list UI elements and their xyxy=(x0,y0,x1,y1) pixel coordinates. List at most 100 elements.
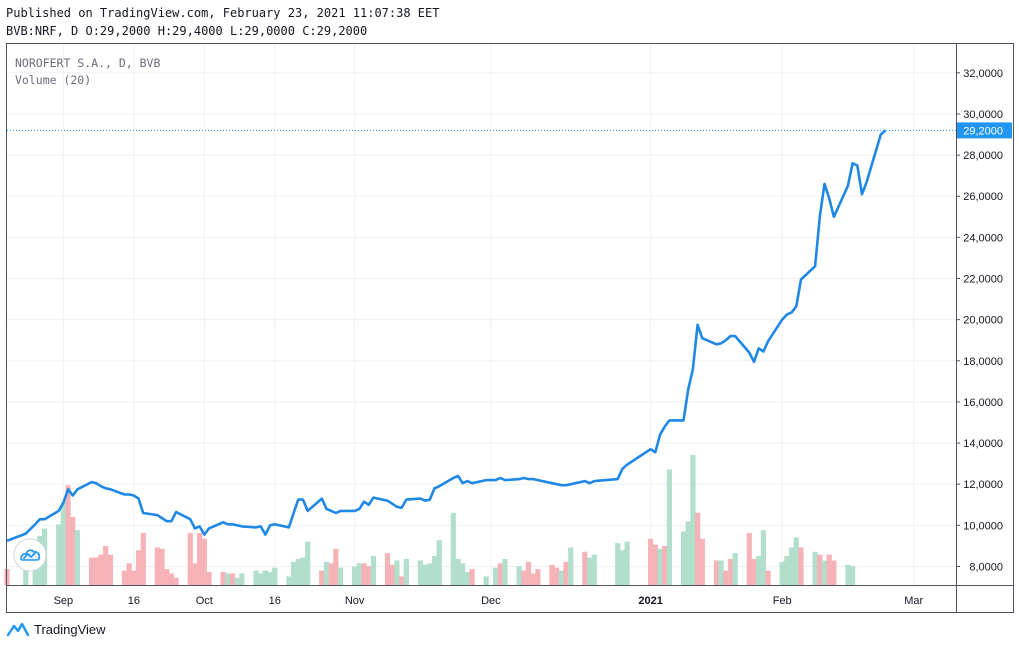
volume-bar xyxy=(88,557,95,585)
volume-bar xyxy=(60,502,66,585)
y-tick-label: 16,0000 xyxy=(963,397,1003,409)
y-tick-label: 28,0000 xyxy=(963,150,1003,162)
last-price-label-bg xyxy=(957,122,1012,139)
volume-bar xyxy=(192,563,198,585)
volume-bar xyxy=(568,547,574,585)
volume-bar xyxy=(154,547,160,585)
y-tick-label: 8,0000 xyxy=(969,561,1003,573)
volume-bar xyxy=(760,530,766,585)
volume-bar xyxy=(206,572,212,585)
volume-bar xyxy=(680,531,687,585)
volume-bar xyxy=(591,554,597,585)
volume-bar xyxy=(779,561,785,585)
volume-bar xyxy=(502,559,508,585)
volume-bar xyxy=(258,573,264,585)
volume-bar xyxy=(140,533,146,585)
volume-bar xyxy=(300,557,306,585)
volume-bar xyxy=(652,544,658,585)
volume-bar xyxy=(793,537,799,585)
volume-bar xyxy=(328,563,334,585)
volume-bar xyxy=(394,560,400,585)
volume-bar xyxy=(821,560,828,585)
x-tick-label: Mar xyxy=(904,595,923,607)
tradingview-brand[interactable]: TradingView xyxy=(6,621,106,637)
volume-bar xyxy=(399,576,405,585)
volume-bar xyxy=(70,517,76,585)
volume-bar xyxy=(713,560,720,585)
volume-bar xyxy=(220,572,226,585)
volume-bar xyxy=(492,567,499,585)
volume-bar xyxy=(756,556,762,585)
volume-bar xyxy=(685,521,691,585)
y-tick-label: 22,0000 xyxy=(963,274,1003,286)
volume-bar xyxy=(356,563,362,585)
x-tick-label: Dec xyxy=(481,595,501,607)
volume-bar xyxy=(173,577,179,585)
y-tick-label: 24,0000 xyxy=(963,232,1003,244)
volume-bar xyxy=(662,546,668,585)
volume-bar xyxy=(732,553,738,585)
volume-bar xyxy=(370,556,377,585)
volume-bar xyxy=(272,567,278,585)
price-axis: 8,0000 10,0000 12,0000 14,0000 16,0000 18,000… xyxy=(956,68,1003,573)
volume-bar xyxy=(159,548,165,585)
volume-bar xyxy=(826,554,832,585)
volume-bar xyxy=(558,570,564,585)
volume-bar xyxy=(164,569,170,585)
volume-bar xyxy=(290,561,297,585)
volume-bar xyxy=(337,567,344,585)
volume-bar xyxy=(812,551,818,585)
volume-bar xyxy=(121,570,128,585)
volume-bar xyxy=(497,563,503,585)
volume-bar xyxy=(131,570,137,585)
volume-bar xyxy=(295,559,301,585)
volume-bar xyxy=(319,570,325,585)
volume-bar xyxy=(699,538,705,585)
volume-bar xyxy=(305,541,311,585)
volume-bar xyxy=(450,512,456,585)
volume-bar xyxy=(530,573,536,585)
outer-frame xyxy=(6,43,1014,613)
volume-bar xyxy=(831,560,837,585)
volume-bar xyxy=(234,577,240,585)
volume-bar xyxy=(586,557,593,585)
time-axis: Sep 16 Oct 16 Nov Dec 2021 Feb Mar xyxy=(54,595,924,607)
volume-bar xyxy=(253,570,259,585)
published-info: Published on TradingView.com, February 2… xyxy=(6,6,440,20)
volume-bar xyxy=(563,561,569,585)
y-tick-label: 26,0000 xyxy=(963,191,1003,203)
volume-bar xyxy=(648,538,654,585)
y-tick-label: 12,0000 xyxy=(963,479,1003,491)
volume-bar xyxy=(798,547,804,585)
tradingview-badge-icon[interactable] xyxy=(13,538,47,572)
volume-bar xyxy=(422,564,428,585)
volume-bar xyxy=(436,540,442,585)
volume-bar xyxy=(469,569,475,585)
volume-bar xyxy=(323,561,330,585)
x-tick-label: Feb xyxy=(773,595,792,607)
volume-bar xyxy=(464,572,471,585)
volume-bar xyxy=(535,569,541,585)
price-line xyxy=(6,129,887,543)
volume-bar xyxy=(352,566,358,585)
volume-bar xyxy=(333,548,339,585)
volume-bar xyxy=(427,563,433,585)
chart-frame xyxy=(6,43,1014,613)
volume-bar xyxy=(417,560,424,585)
price-series-line xyxy=(6,129,887,543)
volume-bar xyxy=(65,485,71,585)
y-tick-label: 30,0000 xyxy=(963,109,1003,121)
volume-bar xyxy=(619,550,626,585)
volume-bar xyxy=(516,566,522,585)
x-tick-label: 16 xyxy=(269,595,281,607)
volume-bar xyxy=(657,548,663,585)
volume-bar xyxy=(521,570,527,585)
x-tick-label: 2021 xyxy=(638,595,662,607)
volume-bar xyxy=(229,573,236,585)
volume-bar xyxy=(845,564,851,585)
volume-bar xyxy=(262,570,268,585)
volume-bar xyxy=(74,530,81,585)
x-tick-label: Nov xyxy=(345,595,365,607)
volume-bar xyxy=(765,570,771,585)
